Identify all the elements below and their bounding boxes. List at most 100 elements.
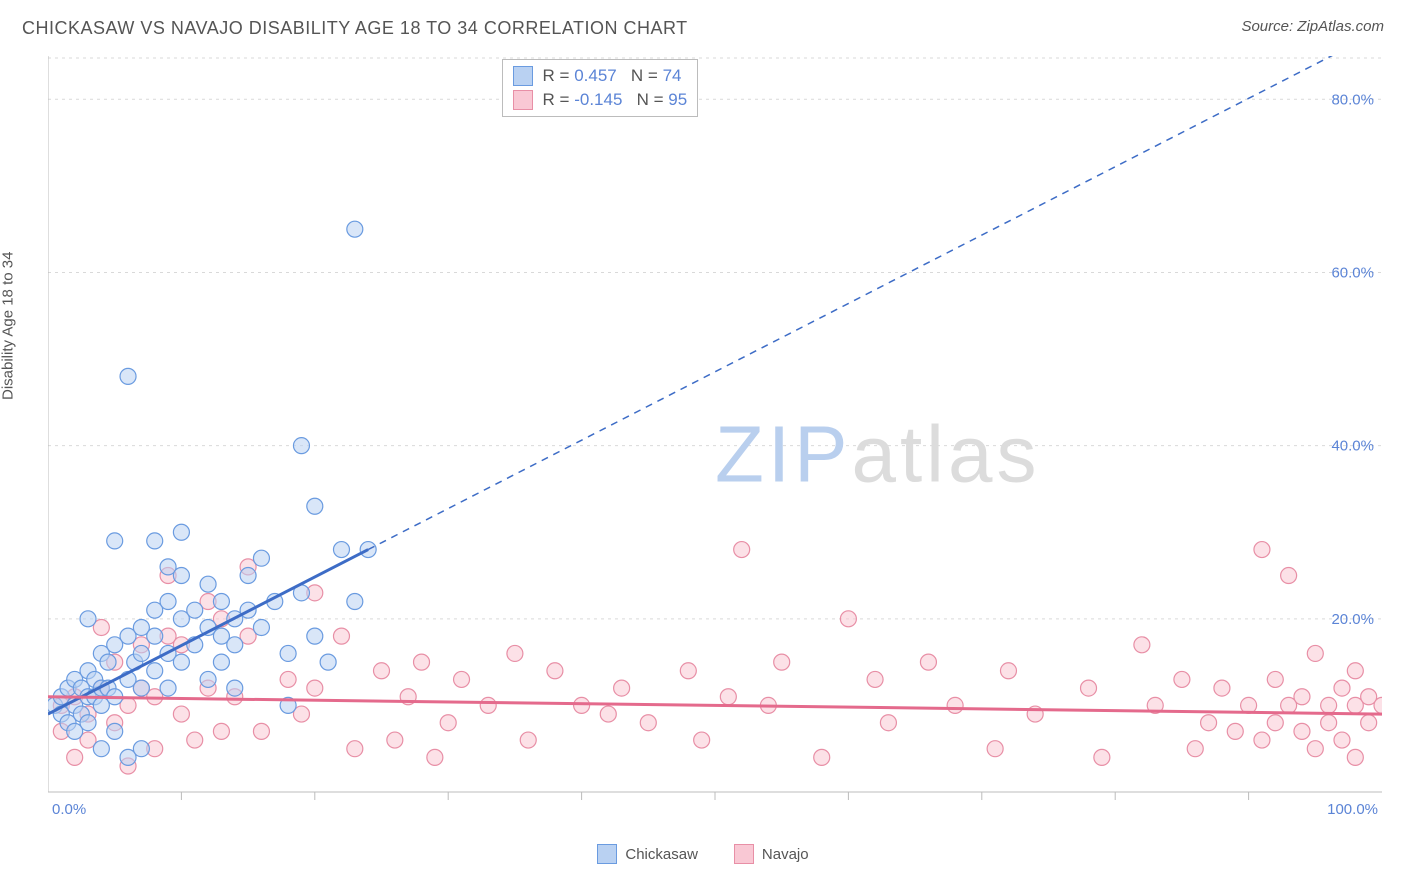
scatter-point: [187, 602, 203, 618]
scatter-point: [1201, 715, 1217, 731]
scatter-point: [173, 524, 189, 540]
scatter-point: [173, 706, 189, 722]
scatter-point: [1347, 663, 1363, 679]
scatter-point: [1294, 723, 1310, 739]
scatter-point: [1307, 741, 1323, 757]
scatter-point: [720, 689, 736, 705]
scatter-point: [774, 654, 790, 670]
scatter-point: [1227, 723, 1243, 739]
scatter-point: [454, 671, 470, 687]
stats-box: R = 0.457 N = 74 R = -0.145 N = 95: [502, 59, 699, 117]
scatter-point: [614, 680, 630, 696]
scatter-point: [347, 594, 363, 610]
scatter-point: [1307, 645, 1323, 661]
legend-label: Navajo: [762, 846, 809, 863]
scatter-point: [947, 697, 963, 713]
scatter-point: [280, 645, 296, 661]
legend-swatch-icon: [734, 844, 754, 864]
scatter-point: [1214, 680, 1230, 696]
scatter-point: [187, 732, 203, 748]
scatter-point: [387, 732, 403, 748]
scatter-point: [1267, 715, 1283, 731]
scatter-point: [227, 680, 243, 696]
y-tick-label: 40.0%: [1331, 438, 1374, 455]
scatter-point: [427, 749, 443, 765]
y-tick-label: 60.0%: [1331, 264, 1374, 281]
scatter-point: [147, 628, 163, 644]
scatter-point: [574, 697, 590, 713]
scatter-point: [374, 663, 390, 679]
scatter-point: [1094, 749, 1110, 765]
y-tick-label: 20.0%: [1331, 611, 1374, 628]
scatter-point: [987, 741, 1003, 757]
scatter-point: [1254, 542, 1270, 558]
scatter-point: [1334, 732, 1350, 748]
scatter-point: [133, 741, 149, 757]
scatter-point: [1000, 663, 1016, 679]
scatter-point: [347, 221, 363, 237]
scatter-point: [840, 611, 856, 627]
scatter-point: [160, 680, 176, 696]
scatter-point: [640, 715, 656, 731]
scatter-point: [100, 654, 116, 670]
scatter-point: [253, 550, 269, 566]
scatter-point: [320, 654, 336, 670]
chart-title: CHICKASAW VS NAVAJO DISABILITY AGE 18 TO…: [22, 18, 688, 38]
scatter-point: [160, 594, 176, 610]
scatter-point: [173, 568, 189, 584]
scatter-point: [520, 732, 536, 748]
scatter-point: [213, 723, 229, 739]
scatter-point: [120, 368, 136, 384]
scatter-point: [1294, 689, 1310, 705]
scatter-point: [440, 715, 456, 731]
scatter-point: [880, 715, 896, 731]
scatter-point: [333, 628, 349, 644]
scatter-point: [600, 706, 616, 722]
scatter-point: [1134, 637, 1150, 653]
chart-legend: Chickasaw Navajo: [0, 844, 1406, 892]
scatter-point: [240, 568, 256, 584]
legend-swatch-icon: [597, 844, 617, 864]
scatter-point: [280, 671, 296, 687]
scatter-point: [1347, 749, 1363, 765]
scatter-point: [93, 741, 109, 757]
scatter-point: [480, 697, 496, 713]
scatter-point: [1187, 741, 1203, 757]
scatter-point: [734, 542, 750, 558]
scatter-point: [347, 741, 363, 757]
x-axis-right-label: 100.0%: [1327, 801, 1378, 816]
scatter-point: [147, 533, 163, 549]
legend-swatch-icon: [513, 90, 533, 110]
trend-line: [48, 697, 1382, 714]
scatter-point: [333, 542, 349, 558]
scatter-point: [147, 663, 163, 679]
scatter-point: [307, 680, 323, 696]
scatter-point: [80, 715, 96, 731]
scatter-point: [307, 628, 323, 644]
scatter-point: [307, 498, 323, 514]
scatter-point: [67, 749, 83, 765]
x-axis-left-label: 0.0%: [52, 801, 86, 816]
scatter-point: [213, 594, 229, 610]
stats-text: R = 0.457 N = 74: [543, 66, 682, 86]
stats-row: R = 0.457 N = 74: [513, 64, 688, 88]
scatter-point: [1267, 671, 1283, 687]
scatter-point: [680, 663, 696, 679]
scatter-point: [213, 654, 229, 670]
y-axis-label: Disability Age 18 to 34: [0, 252, 17, 400]
stats-text: R = -0.145 N = 95: [543, 90, 688, 110]
scatter-point: [1321, 697, 1337, 713]
scatter-point: [867, 671, 883, 687]
scatter-point: [253, 619, 269, 635]
legend-item: Chickasaw: [597, 844, 698, 864]
scatter-point: [1334, 680, 1350, 696]
scatter-point: [200, 671, 216, 687]
scatter-point: [814, 749, 830, 765]
scatter-point: [1321, 715, 1337, 731]
scatter-point: [80, 611, 96, 627]
scatter-point: [694, 732, 710, 748]
legend-swatch-icon: [513, 66, 533, 86]
chart-header: CHICKASAW VS NAVAJO DISABILITY AGE 18 TO…: [22, 18, 1384, 48]
scatter-point: [1361, 715, 1377, 731]
y-tick-label: 80.0%: [1331, 91, 1374, 108]
